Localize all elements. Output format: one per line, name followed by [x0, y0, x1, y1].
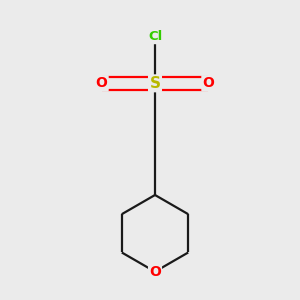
Text: O: O — [96, 76, 108, 90]
Text: O: O — [202, 76, 214, 90]
Text: O: O — [149, 265, 161, 279]
Text: Cl: Cl — [148, 30, 162, 43]
Text: S: S — [149, 76, 161, 91]
